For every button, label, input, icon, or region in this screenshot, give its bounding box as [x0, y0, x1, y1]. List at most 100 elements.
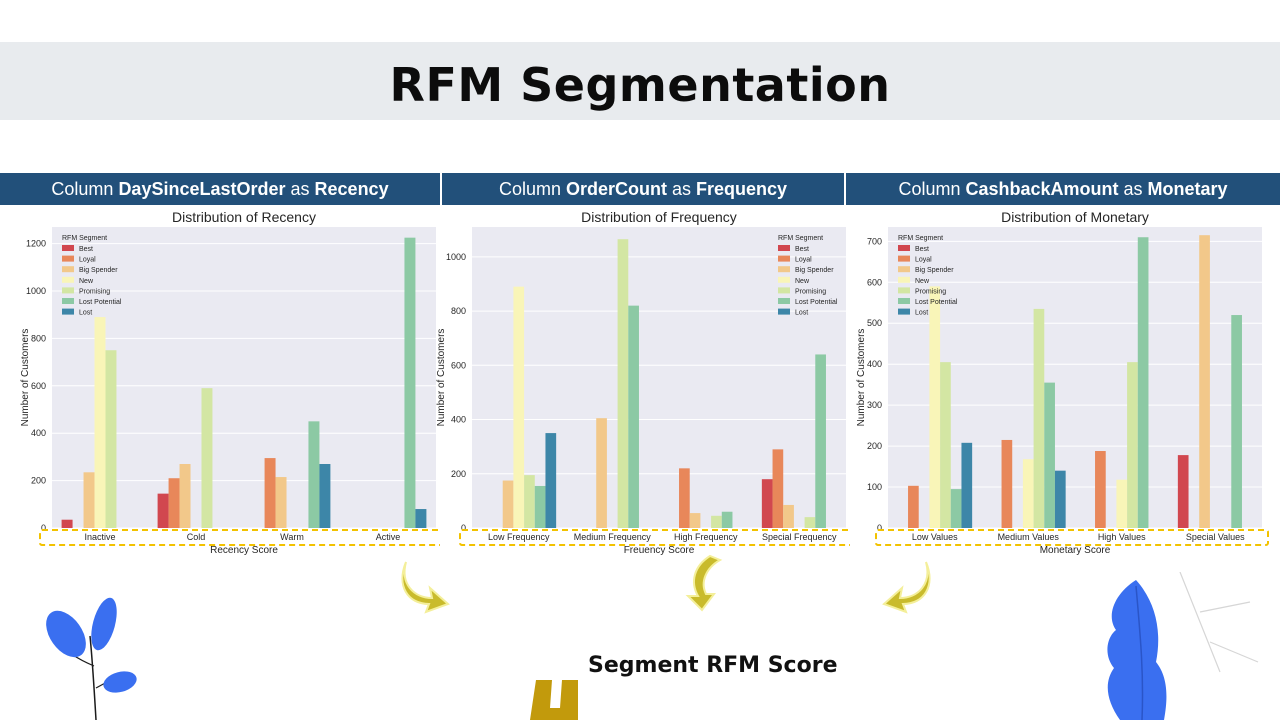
y-tick-label: 1000 [26, 286, 46, 296]
header-prefix: Column [498, 179, 566, 199]
legend-swatch [62, 276, 74, 283]
x-tick-label: Active [376, 532, 401, 542]
legend-label: Loyal [915, 257, 932, 264]
bar [308, 421, 320, 528]
x-tick-label: Low Frequency [488, 532, 550, 542]
bar [804, 517, 816, 528]
y-tick-label: 1200 [26, 239, 46, 249]
y-tick-label: 400 [31, 428, 46, 438]
bar [1127, 362, 1138, 528]
bar [513, 286, 525, 528]
monetary-distribution-chart: Distribution of Monetary 0 100 200 300 400 500… [856, 209, 1269, 556]
legend-swatch [62, 255, 74, 262]
legend-swatch [778, 308, 790, 315]
bar [1022, 459, 1034, 528]
bar [961, 442, 973, 528]
legend-label: Best [795, 246, 809, 253]
bar [105, 350, 117, 528]
legend-swatch [778, 245, 790, 251]
y-tick-label: 600 [451, 360, 466, 370]
recency-distribution-chart: Distribution of Recency 0 200 400 600 800 1000… [20, 209, 440, 556]
bar [545, 433, 557, 528]
header-metric: Frequency [696, 179, 788, 199]
x-tick-label: Medium Values [998, 532, 1060, 542]
header-metric: Recency [314, 179, 389, 199]
bar [502, 480, 514, 528]
legend-title: RFM Segment [62, 235, 107, 242]
bar [275, 477, 287, 528]
bar [179, 464, 191, 528]
bar [761, 479, 773, 528]
legend-swatch [898, 245, 910, 251]
bar [628, 305, 639, 528]
legend-label: Lost Potential [795, 299, 838, 306]
y-tick-label: 400 [451, 415, 466, 425]
legend-label: Lost Potential [79, 299, 122, 306]
legend-swatch [898, 287, 910, 294]
legend-swatch [778, 266, 790, 273]
frequency-column-header: Column OrderCount as Frequency [442, 173, 844, 205]
legend-swatch [778, 287, 790, 294]
y-tick-label: 800 [31, 333, 46, 343]
y-tick-label: 800 [451, 306, 466, 316]
recency-column-header: Column DaySinceLastOrder as Recency [0, 173, 440, 205]
y-tick-label: 1000 [446, 252, 466, 262]
bar [1199, 235, 1210, 528]
bar [929, 286, 941, 528]
header-prefix: Column [51, 179, 119, 199]
header-mid: as [1118, 179, 1148, 199]
header-prefix: Column [898, 179, 966, 199]
bar [711, 515, 722, 528]
header-column-name: CashbackAmount [965, 179, 1119, 199]
legend-label: New [795, 278, 810, 285]
header-mid: as [285, 179, 315, 199]
frequency-distribution-chart: Distribution of Frequency 0 200 400 600 800 10… [436, 209, 850, 556]
legend-label: Big Spender [915, 267, 954, 274]
legend-label: Best [915, 246, 929, 253]
x-tick-label: Special Frequency [762, 532, 837, 542]
bar [168, 478, 180, 528]
blue-leaf-branch-icon [1107, 572, 1259, 720]
legend-label: Lost [795, 310, 808, 317]
slide-title: RFM Segmentation [389, 58, 891, 112]
legend-swatch [778, 276, 790, 283]
legend-label: Promising [795, 288, 826, 295]
y-tick-label: 0 [41, 523, 46, 533]
curved-arrow-icon [685, 554, 723, 612]
legend-swatch [898, 266, 910, 273]
bar [1116, 479, 1128, 528]
legend-label: New [915, 278, 930, 285]
title-band [0, 42, 1280, 120]
x-tick-label: Medium Frequency [574, 532, 652, 542]
legend-swatch [62, 298, 74, 304]
x-tick-label: Cold [187, 532, 206, 542]
legend-swatch [898, 308, 910, 315]
y-tick-label: 500 [867, 318, 882, 328]
legend-title: RFM Segment [898, 235, 943, 242]
legend-swatch [62, 287, 74, 294]
x-axis-label: Freuency Score [624, 545, 695, 556]
segment-rfm-score-label: Segment RFM Score [588, 653, 838, 678]
x-tick-label: High Values [1098, 532, 1146, 542]
y-axis-label: Number of Customers [20, 329, 31, 427]
bar [1001, 439, 1013, 528]
bar [679, 468, 690, 528]
y-tick-label: 600 [31, 381, 46, 391]
bar [815, 354, 826, 528]
y-tick-label: 300 [867, 400, 882, 410]
legend-label: Loyal [795, 257, 812, 264]
legend-swatch [898, 276, 910, 283]
bar [940, 362, 951, 528]
bar [61, 519, 73, 528]
x-axis-highlight-box [39, 529, 440, 546]
header-metric: Monetary [1147, 179, 1228, 199]
bar [201, 388, 213, 528]
legend-swatch [62, 266, 74, 273]
y-axis-label: Number of Customers [856, 329, 867, 427]
y-tick-label: 200 [31, 476, 46, 486]
bar [1033, 308, 1045, 528]
monetary-column-header: Column CashbackAmount as Monetary [846, 173, 1280, 205]
chart-title: Distribution of Monetary [1001, 209, 1149, 225]
x-axis-label: Monetary Score [1040, 545, 1111, 556]
bar [950, 489, 962, 528]
